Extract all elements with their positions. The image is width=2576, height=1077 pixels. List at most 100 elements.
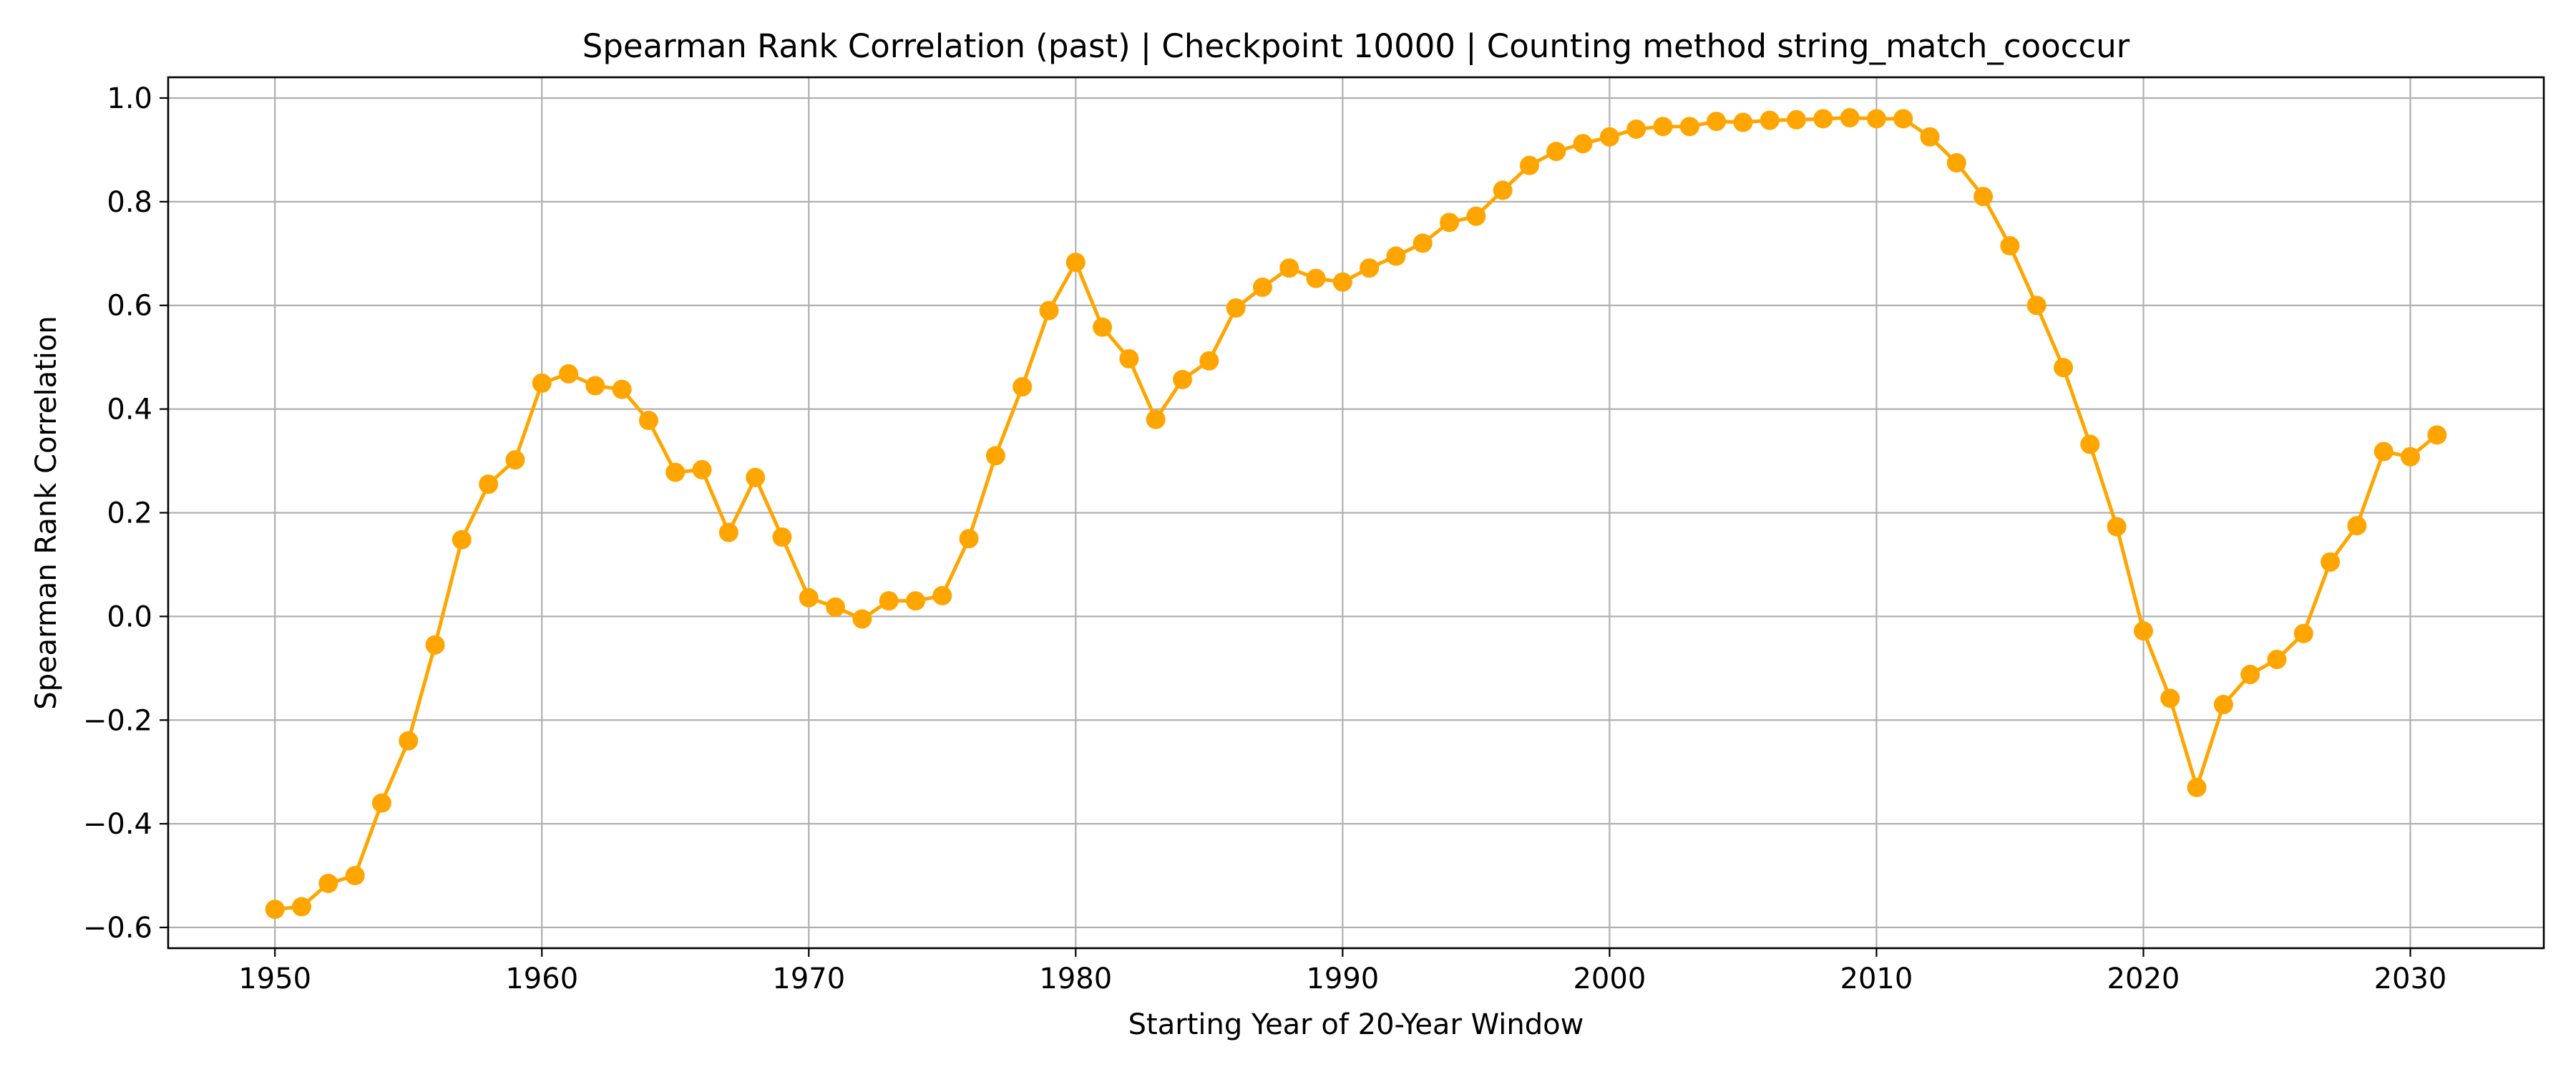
data-point [1866,109,1886,129]
chart-title: Spearman Rank Correlation (past) | Check… [582,27,2130,65]
data-point [452,530,472,550]
data-point [1013,376,1033,396]
data-point [399,731,419,751]
data-point [959,529,979,549]
x-tick-label: 1980 [1039,963,1112,995]
x-tick-label: 1990 [1306,963,1379,995]
data-point [1519,155,1539,175]
data-point [2187,777,2207,797]
data-point [879,591,899,611]
data-point [1119,349,1139,369]
x-tick-label: 2030 [2374,963,2447,995]
data-point [932,585,952,605]
x-tick-label: 1970 [772,963,845,995]
y-tick-label: 0.4 [107,394,152,427]
data-point [1039,301,1059,321]
data-point [2347,516,2367,536]
data-point [1787,109,1807,130]
data-point [2267,650,2287,670]
data-point [585,376,605,396]
data-point [1760,110,1780,130]
data-point [1573,134,1593,154]
data-point [505,450,525,470]
data-point [665,462,686,482]
data-point [799,588,819,608]
data-point [1707,112,1727,132]
data-point [1493,180,1513,200]
data-point [1946,153,1966,173]
data-point [425,635,445,655]
data-point [532,373,552,393]
data-point [1173,369,1193,389]
data-point [1332,272,1352,292]
data-point [638,411,658,431]
series-line [274,116,2439,912]
data-point [772,527,792,547]
y-tick-label: 1.0 [107,82,152,115]
grid-layer [168,77,2544,948]
x-axis-label: Starting Year of 20-Year Window [1128,1008,1584,1041]
data-point [1679,117,1699,137]
y-tick-label: −0.4 [83,808,152,841]
data-point [2321,552,2341,572]
y-tick-label: 0.6 [107,290,152,323]
data-point [852,609,872,629]
data-point [2000,235,2020,255]
data-point [2107,517,2127,537]
data-point [2427,425,2447,445]
data-point [2240,665,2260,685]
x-tick-label: 1950 [238,963,311,995]
x-tick-label: 1960 [505,963,578,995]
data-point [2400,447,2420,467]
data-point [718,522,738,542]
data-point [746,467,766,487]
data-point [1252,277,1272,297]
data-point [1386,246,1406,266]
data-point [1599,127,1619,147]
y-tick-label: −0.2 [83,704,152,737]
data-point [1065,253,1085,273]
data-point [265,900,285,920]
y-tick-label: −0.6 [83,912,152,945]
data-point [318,873,338,893]
data-point [2293,623,2313,643]
data-point [2373,442,2394,462]
data-point [479,474,499,494]
data-layer [265,108,2447,920]
data-point [292,897,312,917]
y-tick-label: 0.8 [107,186,152,219]
data-point [1093,317,1113,337]
data-point [371,793,391,813]
x-tick-label: 2010 [1840,963,1913,995]
x-tick-label: 2020 [2107,963,2180,995]
data-point [345,866,365,886]
data-point [1413,233,1433,253]
data-point [1440,213,1460,233]
data-point [2160,688,2180,708]
axes-layer: 1950 1960 1970 1980 1990 2000 2010 2020 2030 −0.6… [83,76,2545,995]
data-point [1306,268,1326,288]
data-point [692,459,712,479]
data-point [2133,621,2153,641]
data-point [1733,112,1753,132]
data-point [1974,187,1994,207]
data-point [1840,108,1860,128]
data-point [1226,298,1246,318]
data-point [1893,109,1913,129]
y-axis-label: Spearman Rank Correlation [30,316,63,709]
y-tick-label: 0.0 [107,600,152,633]
data-point [1626,119,1646,139]
data-point [612,379,632,399]
data-point [559,364,579,384]
data-point [1813,109,1833,129]
data-point [2213,695,2233,715]
data-point [1920,127,1940,147]
data-point [2080,434,2100,454]
data-point [905,591,925,611]
data-point [2054,358,2074,378]
data-point [985,446,1005,466]
y-tick-label: 0.2 [107,497,152,530]
data-point [1199,351,1219,371]
